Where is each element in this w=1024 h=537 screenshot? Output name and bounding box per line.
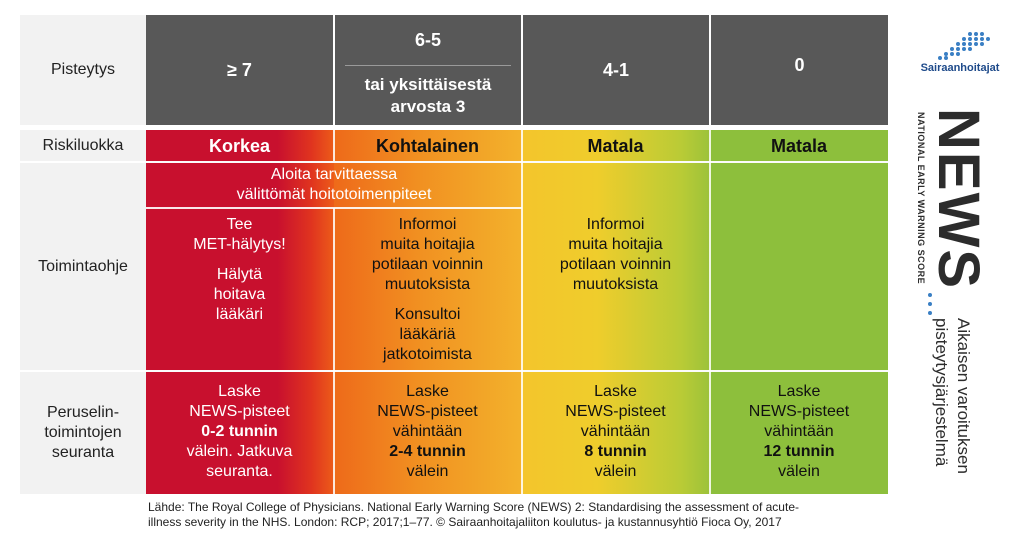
instruction-line: potilaan voinnin	[371, 256, 484, 273]
monitoring-line: Laske	[218, 383, 261, 400]
monitoring-line: Laske	[406, 383, 449, 400]
news-subtitle: NATIONAL EARLY WARNING SCORE	[916, 112, 926, 285]
instruction-line: muutoksista	[572, 276, 659, 293]
tagline-line: Aikaisen varoituksen	[954, 318, 973, 474]
monitoring-line: NEWS-pisteet	[377, 403, 478, 420]
monitoring-line: NEWS-pisteet	[748, 403, 850, 420]
monitoring-label-line: toimintojen	[44, 424, 122, 441]
logo-text: Sairaanhoitajat	[920, 62, 1000, 74]
sairaanhoitajat-logo-icon	[938, 32, 990, 60]
instruction-line: muita hoitajia	[380, 236, 475, 253]
monitoring-label-line: seuranta	[51, 444, 115, 461]
col-divider	[333, 208, 335, 494]
instruction-line: Konsultoi	[394, 306, 461, 323]
header-line: tai yksittäisestä	[364, 74, 492, 94]
monitoring-line: vähintään	[392, 423, 463, 440]
header-score-high: ≥ 7	[146, 15, 333, 125]
col-divider	[333, 130, 335, 161]
row-label-instructions: Toimintaohje	[20, 163, 146, 370]
monitoring-line: välein	[594, 463, 637, 480]
header-line: arvosta 3	[390, 96, 466, 116]
header-divider	[345, 65, 511, 66]
column-low	[522, 130, 710, 494]
monitoring-low: Laske NEWS-pisteet vähintään 8 tunnin vä…	[522, 382, 709, 482]
monitoring-moderate: Laske NEWS-pisteet vähintään 2-4 tunnin …	[334, 382, 521, 482]
monitoring-line: välein	[406, 463, 449, 480]
header-score-low: 4-1	[523, 15, 709, 125]
instruction-line: Hälytä	[216, 266, 263, 283]
instruction-line: välittömät hoitotoimenpiteet	[236, 186, 432, 203]
row-divider	[146, 207, 522, 209]
col-divider	[521, 130, 523, 494]
monitoring-label-line: Peruselin-	[46, 404, 120, 421]
instruction-span: Aloita tarvittaessa välittömät hoitotoim…	[146, 163, 522, 207]
column-high	[146, 130, 334, 494]
column-moderate	[334, 130, 522, 494]
instruction-line: Informoi	[586, 216, 645, 233]
instruction-line: Tee	[226, 216, 253, 233]
row-label-risk: Riskiluokka	[20, 130, 146, 161]
monitoring-high: Laske NEWS-pisteet 0-2 tunnin välein. Ja…	[146, 382, 333, 482]
instruction-line: muita hoitajia	[568, 236, 663, 253]
instruction-line: Informoi	[398, 216, 457, 233]
monitoring-line: 2-4 tunnin	[389, 443, 466, 460]
monitoring-line: välein	[778, 463, 820, 480]
instruction-line: Aloita tarvittaessa	[270, 166, 398, 183]
tagline-line: pisteytysjärjestelmä	[932, 318, 951, 467]
risk-moderate: Kohtalainen	[375, 135, 479, 156]
column-zero	[710, 130, 888, 494]
instruction-line: potilaan voinnin	[559, 256, 672, 273]
header-score-moderate: 6-5	[335, 15, 521, 65]
instruction-high: Tee MET-hälytys! Hälytä hoitava lääkäri	[146, 209, 333, 329]
dots-separator-icon	[928, 293, 932, 315]
monitoring-line: 8 tunnin	[584, 443, 647, 460]
risk-zero: Matala	[770, 135, 828, 156]
instruction-line: MET-hälytys!	[193, 236, 286, 253]
risk-high: Korkea	[208, 135, 271, 156]
monitoring-line: NEWS-pisteet	[189, 403, 290, 420]
instruction-line: jatkotoimista	[383, 346, 472, 363]
monitoring-line: Laske	[594, 383, 637, 400]
monitoring-line: vähintään	[764, 423, 834, 440]
monitoring-line: NEWS-pisteet	[565, 403, 666, 420]
row-label-scoring: Pisteytys	[20, 15, 146, 125]
source-citation: Lähde: The Royal College of Physicians. …	[148, 500, 888, 530]
monitoring-line: seuranta.	[206, 463, 273, 480]
instruction-line: muutoksista	[384, 276, 471, 293]
monitoring-zero: Laske NEWS-pisteet vähintään 12 tunnin v…	[710, 382, 888, 482]
source-line: Lähde: The Royal College of Physicians. …	[148, 500, 799, 514]
header-score-moderate-single: tai yksittäisestä arvosta 3	[335, 66, 521, 125]
instruction-line: hoitava	[213, 286, 266, 303]
instruction-line: lääkäri	[215, 306, 264, 323]
risk-low: Matala	[587, 135, 644, 156]
header-score-zero: 0	[711, 15, 888, 125]
source-line: illness severity in the NHS. London: RCP…	[148, 515, 782, 529]
news-title: NEWS	[926, 108, 991, 290]
instruction-line: lääkäriä	[399, 326, 456, 343]
row-divider	[146, 161, 888, 163]
tagline: Aikaisen varoituksen pisteytysjärjestelm…	[930, 318, 974, 474]
col-divider	[709, 130, 711, 494]
row-divider	[146, 370, 888, 372]
row-label-monitoring: Peruselin- toimintojen seuranta	[20, 372, 146, 494]
instruction-moderate: Informoi muita hoitajia potilaan voinnin…	[334, 209, 521, 369]
instruction-low: Informoi muita hoitajia potilaan voinnin…	[522, 209, 709, 299]
monitoring-line: Laske	[777, 383, 821, 400]
monitoring-line: välein. Jatkuva	[186, 443, 293, 460]
monitoring-line: 12 tunnin	[763, 443, 835, 460]
monitoring-line: 0-2 tunnin	[201, 423, 278, 440]
monitoring-line: vähintään	[580, 423, 651, 440]
